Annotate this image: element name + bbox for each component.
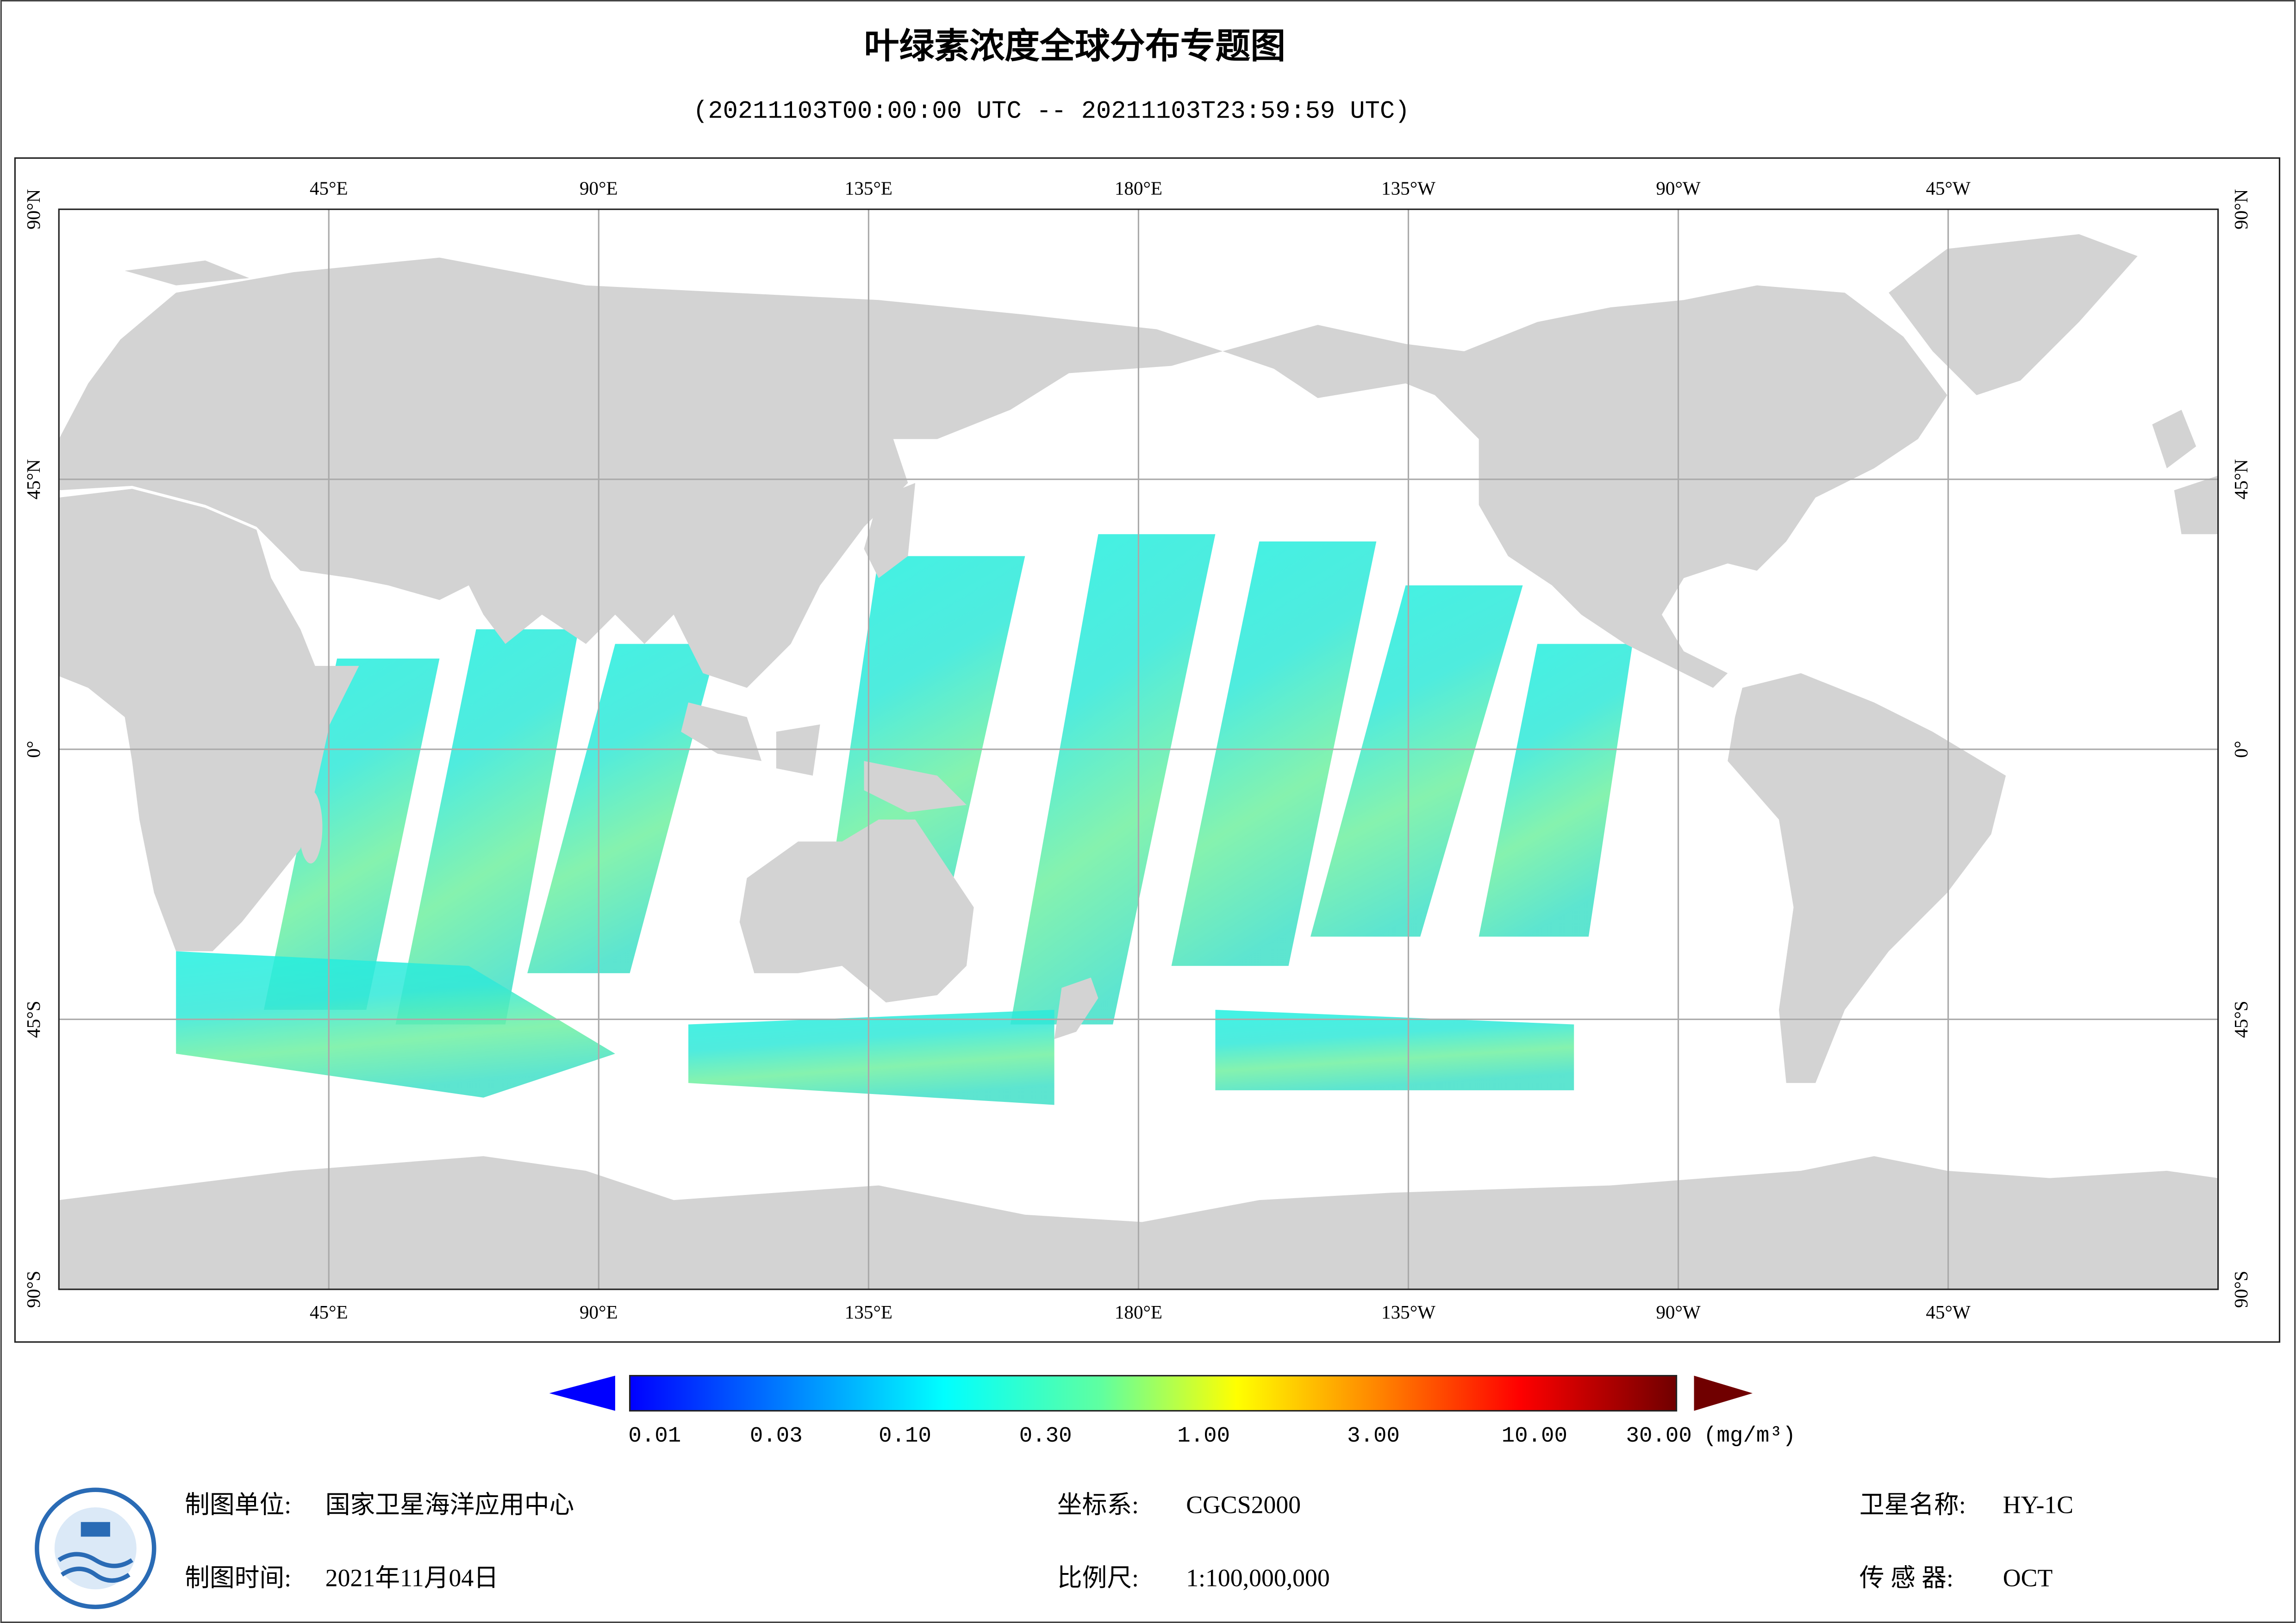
swath	[1479, 644, 1633, 937]
lat-label-left: 0°	[23, 741, 44, 758]
colorbar-tick-label: 0.10	[879, 1424, 931, 1449]
africa	[59, 489, 359, 951]
lat-label-right: 45°S	[2230, 1001, 2252, 1038]
lon-label-bottom: 90°E	[580, 1301, 618, 1323]
subtitle: (20211103T00:00:00 UTC -- 20211103T23:59…	[693, 98, 1410, 126]
lon-label-top: 45°W	[1926, 178, 1971, 199]
colorbar-tick-label: 30.00	[1626, 1424, 1691, 1449]
lon-label-bottom: 45°W	[1926, 1301, 1971, 1323]
island	[864, 761, 967, 813]
scale: 1:100,000,000	[1186, 1564, 1330, 1592]
lat-label-right: 90°S	[2230, 1271, 2252, 1308]
eurasia	[59, 257, 1223, 688]
lat-label-left: 45°S	[23, 1001, 44, 1038]
iberia	[2174, 475, 2218, 535]
lat-label-left: 45°N	[23, 459, 44, 499]
satellite: HY-1C	[2003, 1491, 2073, 1519]
swath	[1215, 1009, 1574, 1090]
map-frame	[14, 157, 2281, 1343]
lon-label-top: 45°E	[310, 178, 348, 199]
lat-label-right: 90°N	[2230, 189, 2252, 230]
logo	[35, 1487, 156, 1609]
map-border	[58, 208, 2219, 1290]
sensor-label: 传 感 器:	[1859, 1564, 1953, 1592]
colorbar-tick-label: 3.00	[1347, 1424, 1400, 1449]
scale-label: 比例尺:	[1057, 1564, 1139, 1592]
satellite-label: 卫星名称:	[1859, 1491, 1966, 1519]
date: 2021年11月04日	[325, 1564, 499, 1592]
swath	[527, 644, 718, 973]
colorbar-over	[1694, 1375, 1753, 1411]
title: 叶绿素浓度全球分布专题图	[864, 25, 1286, 66]
colorbar-tick-label: 0.01	[628, 1424, 681, 1449]
lon-label-bottom: 90°W	[1656, 1301, 1701, 1323]
producer: 国家卫星海洋应用中心	[325, 1491, 574, 1519]
lat-label-right: 0°	[2230, 741, 2252, 758]
colorbar-tick-label: 0.30	[1019, 1424, 1072, 1449]
colorbar: (mg/m³) 0.01 0.03 0.10 0.30 1.00 3.00 10.00 30.…	[549, 1374, 1796, 1449]
new-zealand	[1054, 977, 1098, 1039]
colorbar-tick-label: 10.00	[1502, 1424, 1567, 1449]
swath	[263, 659, 440, 1010]
japan	[864, 483, 916, 578]
colorbar-under	[549, 1375, 615, 1411]
lon-label-bottom: 135°W	[1381, 1301, 1435, 1323]
lon-label-top: 180°E	[1115, 178, 1162, 199]
swath	[395, 629, 579, 1025]
lat-label-right: 45°N	[2230, 459, 2252, 499]
lat-label-left: 90°S	[23, 1271, 44, 1308]
swath	[1171, 541, 1377, 966]
swath	[688, 1009, 1054, 1105]
britain	[2152, 410, 2196, 468]
colorbar-ramp	[629, 1374, 1678, 1412]
lon-label-bottom: 135°E	[845, 1301, 892, 1323]
lat-label-left: 90°N	[23, 189, 44, 230]
sensor: OCT	[2003, 1564, 2053, 1592]
graticule	[59, 209, 2218, 1289]
date-label: 制图时间:	[185, 1564, 291, 1592]
colorbar-tick-label: 1.00	[1177, 1424, 1230, 1449]
arctic-island	[125, 260, 250, 286]
greenland	[1889, 234, 2138, 395]
lon-label-bottom: 45°E	[310, 1301, 348, 1323]
colorbar-unit: (mg/m³)	[1703, 1424, 1796, 1449]
australia	[739, 819, 974, 1003]
producer-label: 制图单位:	[185, 1491, 291, 1519]
south-america	[1728, 673, 2006, 1083]
island	[681, 702, 762, 761]
madagascar	[299, 790, 323, 864]
crs: CGCS2000	[1186, 1491, 1301, 1519]
swath	[1010, 534, 1216, 1025]
north-america	[1223, 285, 1947, 688]
lon-label-top: 135°E	[845, 178, 892, 199]
lon-label-top: 90°E	[580, 178, 618, 199]
lon-label-top: 90°W	[1656, 178, 1701, 199]
lon-label-top: 135°W	[1381, 178, 1435, 199]
colorbar-tick-label: 0.03	[750, 1424, 803, 1449]
lon-label-bottom: 180°E	[1115, 1301, 1162, 1323]
crs-label: 坐标系:	[1057, 1491, 1139, 1519]
swath	[1310, 585, 1523, 937]
